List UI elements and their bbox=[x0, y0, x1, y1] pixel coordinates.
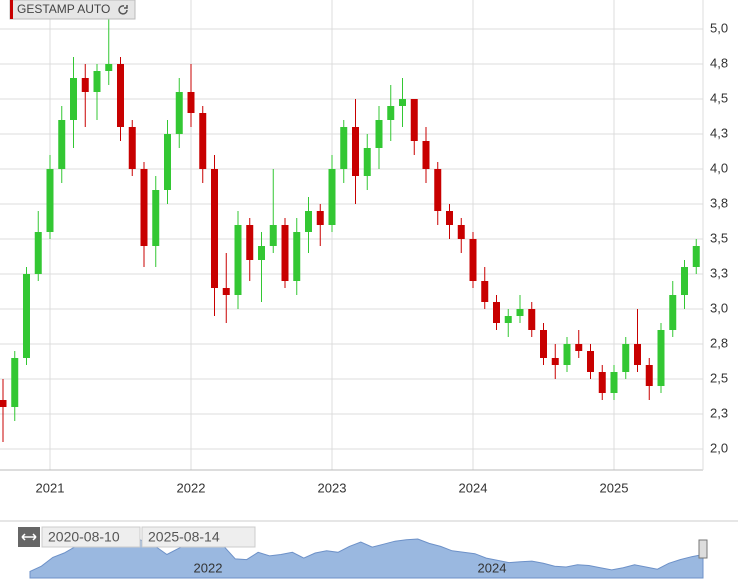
candle-body bbox=[34, 232, 42, 274]
candle-body bbox=[657, 330, 665, 386]
candle-body bbox=[187, 92, 195, 113]
refresh-icon[interactable] bbox=[118, 5, 128, 15]
candle-body bbox=[587, 351, 594, 372]
range-to: 2025-08-14 bbox=[148, 529, 220, 545]
chart-title: GESTAMP AUTO bbox=[17, 2, 110, 16]
y-tick-label: 2,3 bbox=[710, 405, 728, 420]
y-tick-label: 2,8 bbox=[710, 335, 728, 350]
candle-body bbox=[410, 99, 418, 141]
candle-body bbox=[281, 225, 289, 281]
candle-body bbox=[70, 78, 77, 120]
y-tick-label: 3,0 bbox=[710, 300, 728, 315]
candle-body bbox=[575, 344, 583, 351]
range-from: 2020-08-10 bbox=[48, 529, 120, 545]
candle-body bbox=[140, 169, 148, 246]
candle-body bbox=[422, 141, 430, 169]
candle-body bbox=[340, 127, 348, 169]
x-tick-label: 2024 bbox=[459, 480, 488, 495]
range-to-input[interactable] bbox=[141, 526, 256, 548]
y-tick-label: 4,5 bbox=[710, 90, 728, 105]
candle-body bbox=[669, 295, 677, 330]
candle-body bbox=[105, 64, 113, 71]
candle-body bbox=[434, 169, 442, 211]
candle-body bbox=[481, 281, 489, 302]
plot-area bbox=[0, 0, 703, 470]
y-tick-label: 4,8 bbox=[710, 55, 728, 70]
candle-body bbox=[328, 169, 336, 225]
x-tick-label: 2023 bbox=[318, 480, 347, 495]
candle-body bbox=[0, 400, 7, 407]
candle-body bbox=[23, 274, 30, 358]
candle-body bbox=[199, 113, 207, 169]
y-tick-label: 3,3 bbox=[710, 265, 728, 280]
y-tick-label: 2,5 bbox=[710, 370, 728, 385]
candle-body bbox=[634, 344, 641, 365]
candle-body bbox=[692, 246, 700, 267]
candle-body bbox=[258, 246, 265, 260]
x-tick-label: 2025 bbox=[600, 480, 629, 495]
y-tick-label: 5,0 bbox=[710, 20, 728, 35]
candle-body bbox=[352, 127, 359, 176]
candle-body bbox=[211, 169, 218, 288]
candle-body bbox=[58, 120, 66, 169]
candle-body bbox=[493, 302, 500, 323]
candle-body bbox=[246, 225, 254, 260]
x-tick-label: 2022 bbox=[177, 480, 206, 495]
candle-body bbox=[457, 225, 465, 239]
candle-body bbox=[128, 127, 136, 169]
candle-body bbox=[387, 106, 395, 120]
candle-body bbox=[610, 372, 618, 393]
y-tick-label: 3,5 bbox=[710, 230, 728, 245]
candle-body bbox=[516, 309, 524, 316]
candle-body bbox=[293, 232, 301, 281]
candle-body bbox=[152, 190, 160, 246]
navigator: 2020-08-10 2025-08-14 2022 2024 bbox=[0, 520, 738, 579]
candle-body bbox=[645, 365, 653, 386]
candle-body bbox=[164, 134, 171, 190]
y-tick-label: 4,3 bbox=[710, 125, 728, 140]
range-from-input[interactable] bbox=[41, 526, 141, 548]
candle-body bbox=[11, 358, 19, 407]
candle-body bbox=[563, 344, 571, 365]
y-tick-label: 4,0 bbox=[710, 160, 728, 175]
candle-body bbox=[316, 211, 324, 225]
candle-body bbox=[363, 148, 371, 176]
range-arrow bbox=[21, 533, 37, 541]
candle-body bbox=[681, 267, 688, 295]
candle-body bbox=[117, 64, 124, 127]
candle-body bbox=[540, 330, 547, 358]
title-accent bbox=[10, 0, 13, 19]
y-tick-label: 3,8 bbox=[710, 195, 728, 210]
y-tick-label: 2,0 bbox=[710, 440, 728, 455]
candle-body bbox=[234, 225, 242, 295]
navigator-handle[interactable] bbox=[698, 539, 708, 559]
candle-body bbox=[622, 344, 630, 372]
candle-body bbox=[469, 239, 477, 281]
candle-body bbox=[598, 372, 606, 393]
candle-body bbox=[399, 99, 406, 106]
candle-body bbox=[305, 211, 312, 232]
candle-body bbox=[222, 288, 230, 295]
navigator-label: 2022 bbox=[194, 560, 223, 575]
candle-body bbox=[446, 211, 453, 225]
candle-body bbox=[46, 169, 54, 232]
candle-body bbox=[504, 316, 512, 323]
candle-body bbox=[175, 92, 183, 134]
candle-body bbox=[375, 120, 383, 148]
candle-body bbox=[269, 225, 277, 246]
x-tick-label: 2021 bbox=[36, 480, 65, 495]
candle-body bbox=[81, 78, 89, 92]
navigator-label: 2024 bbox=[478, 560, 507, 575]
candle-body bbox=[528, 309, 536, 330]
candle-body bbox=[551, 358, 559, 365]
candle-body bbox=[93, 71, 101, 92]
title-box: GESTAMP AUTO bbox=[9, 0, 136, 20]
